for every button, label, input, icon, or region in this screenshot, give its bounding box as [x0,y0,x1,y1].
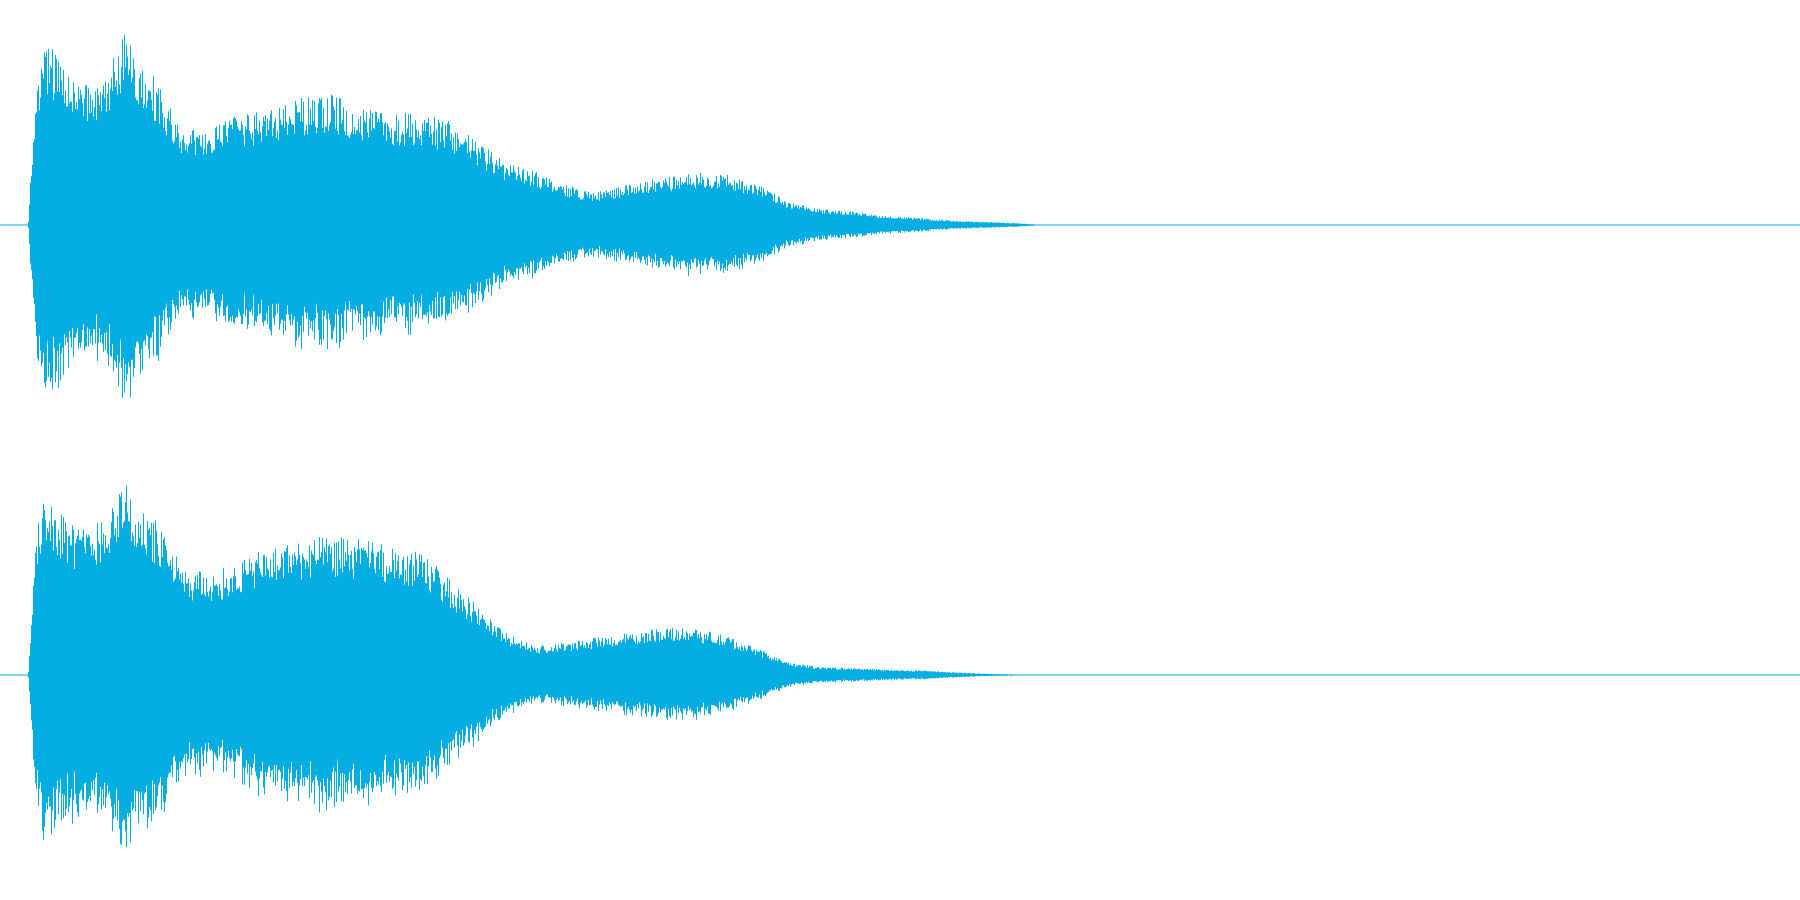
right-waveform-path [28,485,1029,848]
left-waveform-path [28,35,1043,398]
channel-left-waveform [0,35,1800,398]
channel-right-waveform [0,485,1800,848]
